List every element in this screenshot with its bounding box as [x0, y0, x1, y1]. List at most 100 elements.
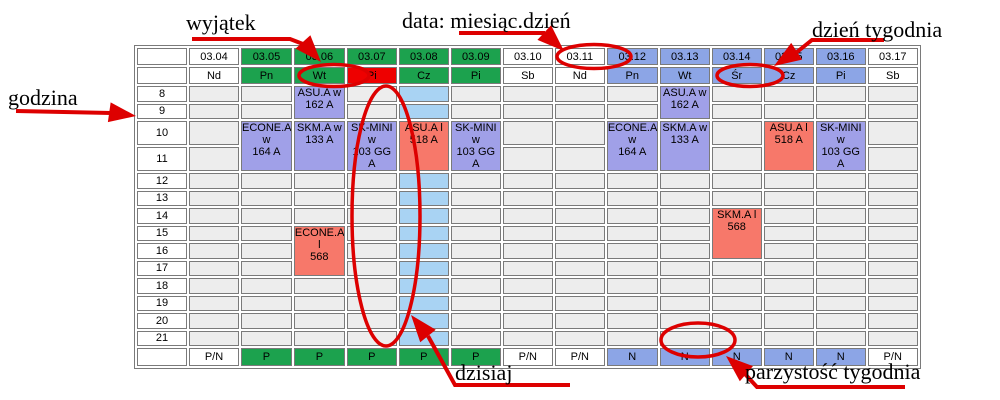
timetable-table: 03.04 03.05 03.06 03.07 03.08 03.09 03.10 03.11…: [134, 45, 921, 369]
slot-cell: [189, 208, 239, 224]
slot-cell: [606, 295, 658, 311]
slot-cell: [502, 208, 553, 224]
slot-cell: [659, 243, 710, 259]
entry-line: ECONE.A w: [242, 122, 292, 146]
slot-cell-today: [398, 295, 449, 311]
entry-line: SK-MINI w: [455, 122, 497, 146]
slot-cell: [606, 173, 658, 189]
parity-cell: P: [293, 348, 345, 366]
day-cell: Sb: [867, 67, 918, 84]
entry-line: 133 A: [305, 134, 334, 146]
slot-cell: [815, 278, 866, 294]
entry-cell[interactable]: SKM.A w 133 A: [659, 121, 710, 171]
slot-cell: [241, 86, 292, 102]
slot-cell: [815, 103, 866, 119]
entry-line: SK-MINI w: [351, 122, 393, 146]
slot-cell: [241, 173, 292, 189]
entry-line: 133 A: [670, 134, 699, 146]
slot-cell: [867, 225, 918, 241]
hour-label: 9: [137, 103, 187, 119]
slot-cell: [241, 313, 292, 329]
slot-cell: [763, 278, 814, 294]
slot-cell: [606, 86, 658, 102]
slot-cell: [711, 260, 762, 276]
slot-cell: [815, 173, 866, 189]
slot-cell: [659, 295, 710, 311]
date-cell: 03.10: [502, 48, 553, 65]
slot-cell: [346, 173, 397, 189]
slot-cell: [346, 295, 397, 311]
slot-cell: [502, 147, 553, 171]
slot-cell: [502, 295, 553, 311]
slot-cell-today: [398, 243, 449, 259]
date-cell: 03.17: [867, 48, 918, 65]
slot-cell: [450, 103, 501, 119]
annotation-hour: godzina: [8, 85, 78, 110]
entry-cell[interactable]: ASU.A w 162 A: [659, 86, 710, 119]
slot-cell: [711, 86, 762, 102]
slot-cell: [241, 243, 292, 259]
hour-label: 18: [137, 278, 187, 294]
day-cell: Cz: [763, 67, 814, 84]
date-cell: 03.14: [711, 48, 762, 65]
slot-cell: [554, 121, 605, 145]
day-cell: Pn: [241, 67, 292, 84]
entry-cell[interactable]: SK-MINI w 103 GG A: [815, 121, 866, 171]
entry-line: 103 GG A: [821, 146, 860, 170]
parity-cell: N: [763, 348, 814, 366]
slot-cell: [867, 278, 918, 294]
slot-cell: [450, 208, 501, 224]
entry-cell[interactable]: ASU.A l 518 A: [763, 121, 814, 171]
slot-cell: [606, 103, 658, 119]
slot-cell: [867, 121, 918, 145]
hour-label: 15: [137, 225, 187, 241]
slot-cell: [815, 208, 866, 224]
entry-cell[interactable]: SKM.A l 568: [711, 208, 762, 259]
slot-cell: [763, 330, 814, 346]
hour-label: 8: [137, 86, 187, 102]
exception-arrow-line: [192, 37, 304, 46]
parity-cell: P: [398, 348, 449, 366]
entry-cell[interactable]: SKM.A w 133 A: [293, 121, 345, 171]
slot-cell: [606, 313, 658, 329]
slot-cell: [815, 243, 866, 259]
entry-cell[interactable]: ASU.A w 162 A: [293, 86, 345, 119]
hour-label: 14: [137, 208, 187, 224]
slot-cell: [554, 86, 605, 102]
slot-cell: [450, 278, 501, 294]
hour-label: 12: [137, 173, 187, 189]
hour-label: 13: [137, 190, 187, 206]
entry-cell[interactable]: ASU.A l 518 A: [398, 121, 449, 171]
parity-cell: N: [815, 348, 866, 366]
entry-cell[interactable]: ECONE.A l 568: [293, 225, 345, 276]
slot-cell: [293, 208, 345, 224]
slot-cell: [189, 147, 239, 171]
entry-line: 568: [727, 221, 746, 233]
hour-label: 17: [137, 260, 187, 276]
slot-cell: [241, 103, 292, 119]
slot-cell: [346, 225, 397, 241]
entry-cell[interactable]: ECONE.A w 164 A: [241, 121, 292, 171]
entry-cell[interactable]: SK-MINI w 103 GG A: [450, 121, 501, 171]
slot-cell: [711, 313, 762, 329]
slot-cell: [763, 243, 814, 259]
slot-cell-today: [398, 330, 449, 346]
slot-cell: [293, 173, 345, 189]
slot-cell: [606, 190, 658, 206]
slot-cell: [346, 103, 397, 119]
slot-cell: [189, 103, 239, 119]
slot-cell: [815, 260, 866, 276]
slot-cell: [763, 103, 814, 119]
slot-cell: [867, 147, 918, 171]
entry-cell[interactable]: SK-MINI w 103 GG A: [346, 121, 397, 171]
day-cell: Cz: [398, 67, 449, 84]
slot-cell: [502, 260, 553, 276]
slot-cell-today: [398, 260, 449, 276]
slot-cell: [554, 330, 605, 346]
slot-cell: [293, 278, 345, 294]
entry-cell[interactable]: ECONE.A w 164 A: [606, 121, 658, 171]
entry-line: 103 GG A: [352, 146, 392, 170]
slot-cell-today: [398, 173, 449, 189]
slot-cell: [502, 103, 553, 119]
